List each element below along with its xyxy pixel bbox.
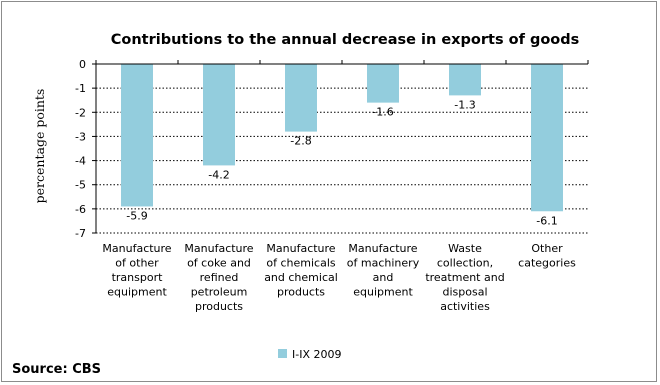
bars <box>121 64 563 212</box>
legend: I-IX 2009 <box>278 348 341 361</box>
y-tick-label: -2 <box>75 106 86 119</box>
data-label: -1.6 <box>372 106 393 119</box>
data-label: -6.1 <box>536 214 557 227</box>
category-labels: Manufacture of other transport equipmentMan… <box>102 242 576 313</box>
y-axis-label: percentage points <box>32 89 47 204</box>
x-category-label: Manufacture of other transport equipment <box>102 242 171 299</box>
data-labels: -5.9 -4.2 -2.8 -1.6 -1.3 -6.1 <box>126 98 557 227</box>
x-category-label: Manufacture of machinery and equipment <box>347 242 420 299</box>
data-label: -2.8 <box>290 135 311 148</box>
y-tick-label: 0 <box>79 58 86 71</box>
y-tick-label: -3 <box>75 130 86 143</box>
chart-title: Contributions to the annual decrease in … <box>111 32 580 48</box>
bar <box>449 64 481 96</box>
y-tick-label: -7 <box>75 227 86 240</box>
x-category-label: Waste collection, treatment and disposal act… <box>425 242 504 313</box>
x-category-label: Other categories <box>518 242 576 270</box>
y-tick-label: -4 <box>75 155 86 168</box>
y-tick-labels: 0 -1 -2 -3 -4 -5 -6 -7 <box>75 58 86 240</box>
data-label: -5.9 <box>126 209 147 222</box>
y-tick-label: -6 <box>75 203 86 216</box>
bar <box>531 64 563 212</box>
bar <box>367 64 399 103</box>
x-category-label: Manufacture of coke and refined petroleum pr… <box>184 242 253 313</box>
data-label: -1.3 <box>454 98 475 111</box>
bar <box>203 64 235 166</box>
gridlines <box>96 87 588 234</box>
bar <box>285 64 317 132</box>
x-category-label: Manufacture of chemicals and chemical produ… <box>264 242 338 299</box>
y-tick-label: -5 <box>75 179 86 192</box>
data-label: -4.2 <box>208 168 229 181</box>
y-tick-label: -1 <box>75 82 86 95</box>
bar <box>121 64 153 207</box>
legend-swatch <box>278 349 287 358</box>
legend-label: I-IX 2009 <box>292 348 341 361</box>
source-note: Source: CBS <box>12 362 101 377</box>
axes <box>92 60 589 234</box>
